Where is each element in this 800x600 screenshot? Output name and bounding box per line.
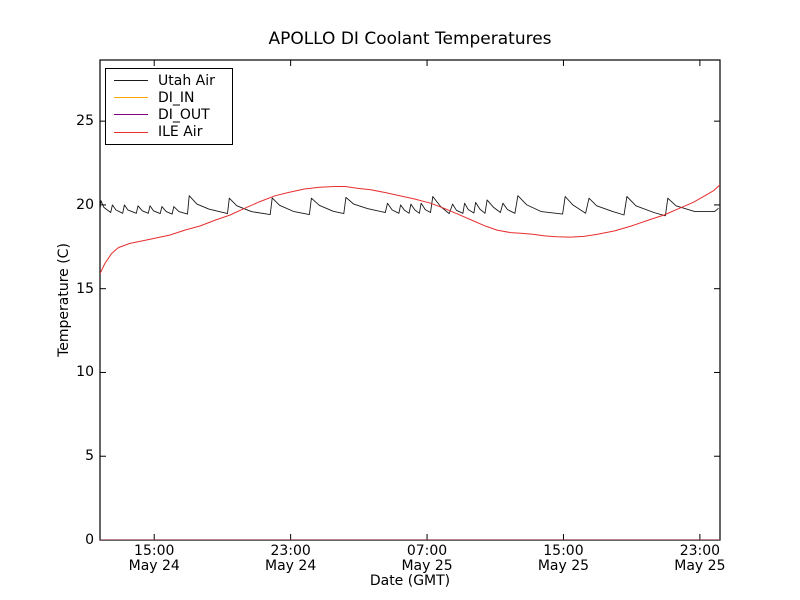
y-axis-label: Temperature (C) [56,243,72,357]
x-tick-date: May 25 [401,558,453,574]
chart-title: APOLLO DI Coolant Temperatures [268,29,552,49]
x-tick-date: May 24 [265,558,317,574]
x-tick-label: 15:00 May 25 [523,544,603,574]
legend-item: Utah Air [114,72,232,89]
x-tick-label: 15:00 May 24 [114,544,194,574]
legend-line-swatch [114,80,148,82]
y-tick-label: 25 [76,113,94,130]
legend-item: ILE Air [114,124,232,141]
x-tick-date: May 25 [674,558,726,574]
x-tick-time: 15:00 [543,543,584,559]
legend-item: DI_OUT [114,106,232,123]
x-tick-time: 23:00 [270,543,311,559]
legend-line-swatch [114,114,148,116]
x-tick-label: 23:00 May 24 [251,544,331,574]
legend-label: DI_OUT [158,106,210,123]
x-axis-label: Date (GMT) [369,573,451,589]
x-tick-label: 07:00 May 25 [387,544,467,574]
legend-label: ILE Air [158,124,203,141]
y-tick-label: 0 [85,532,94,548]
series-line-utah-air [100,195,719,217]
x-tick-date: May 25 [537,558,590,574]
legend-label: DI_IN [158,89,195,106]
legend-item: DI_IN [114,89,232,106]
x-tick-label: 23:00 May 25 [660,544,740,574]
x-tick-time: 07:00 [406,543,448,559]
x-tick-time: 23:00 [679,543,721,559]
y-tick-label: 10 [76,364,94,381]
legend-line-swatch [114,131,148,133]
series-line-ile-air [100,184,720,274]
x-tick-time: 15:00 [134,543,175,559]
x-tick-date: May 24 [128,558,180,574]
y-tick-label: 20 [76,196,94,213]
legend-box: Utah Air DI_IN DI_OUT ILE Air [105,68,233,145]
y-tick-label: 5 [85,448,94,465]
y-tick-label: 15 [76,280,94,297]
legend-label: Utah Air [158,72,215,89]
legend-line-swatch [114,97,148,99]
